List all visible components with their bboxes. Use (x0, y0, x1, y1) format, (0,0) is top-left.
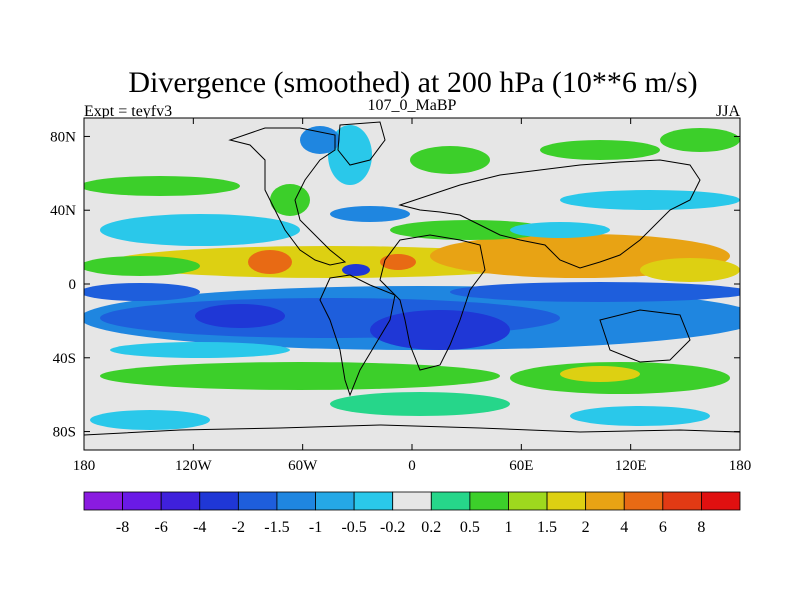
colorbar-label: 1 (504, 519, 512, 536)
experiment-name: 107_0_MaBP (368, 97, 457, 114)
field-blob (84, 283, 200, 301)
field-blob (410, 146, 490, 174)
x-tick-label: 180 (729, 458, 752, 474)
chart-title: Divergence (smoothed) at 200 hPa (10**6 … (128, 66, 697, 99)
colorbar-label: 0.2 (421, 519, 441, 536)
field-blob (560, 366, 640, 382)
colorbar-label: -2 (232, 519, 245, 536)
field-blob (90, 410, 210, 430)
field-blob (110, 342, 290, 358)
antarctica-outline (84, 424, 740, 436)
x-tick-label: 60E (509, 458, 533, 474)
colorbar-swatch (662, 491, 702, 511)
south-america-outline (319, 274, 396, 397)
colorbar-swatch (315, 491, 355, 511)
field-blob (560, 190, 740, 210)
field-blob (570, 406, 710, 426)
y-axis: 80N 40N 0 40S 80S (50, 129, 740, 441)
field-blob (380, 254, 416, 270)
field-blob (248, 250, 292, 274)
field-blob (84, 256, 200, 276)
colorbar-swatch (353, 491, 394, 511)
y-tick-label: 40S (53, 351, 76, 367)
field-blob (342, 264, 370, 276)
colorbar-swatch (701, 491, 741, 511)
colorbar-swatch (83, 491, 123, 511)
colorbar-label: -4 (193, 519, 206, 536)
colorbar-swatch (199, 491, 239, 511)
field-blob (540, 140, 660, 160)
colorbar-label: -8 (116, 519, 129, 536)
colorbar-label: 1.5 (537, 519, 557, 536)
colorbar-swatch (508, 491, 548, 511)
colorbar-swatch (160, 491, 201, 511)
greenland-outline (337, 121, 386, 166)
map-panel (84, 118, 740, 450)
y-tick-label: 40N (50, 203, 76, 219)
colorbar-swatch (585, 491, 625, 511)
field-blob (100, 362, 500, 390)
x-tick-label: 120W (175, 458, 213, 474)
field-blob (450, 282, 740, 302)
field-blob (270, 184, 310, 216)
field-blob (510, 222, 610, 238)
field-blob (84, 176, 240, 196)
colorbar-swatch (122, 491, 162, 511)
colorbar-label: -6 (155, 519, 168, 536)
field-blob (195, 304, 285, 328)
colorbar-swatch (623, 491, 664, 511)
field-blob (330, 206, 410, 222)
colorbar-swatch (430, 491, 471, 511)
expt-label: Expt = teyfv3 (84, 103, 172, 120)
x-tick-label: 180 (73, 458, 96, 474)
eurasia-outline (398, 159, 701, 269)
colorbar-label: 0.5 (460, 519, 480, 536)
field-blob (660, 128, 740, 152)
colorbar-label: 4 (620, 519, 628, 536)
x-tick-label: 0 (408, 458, 416, 474)
x-axis: 180 120W 60W 0 60E 120E 180 (73, 118, 752, 474)
season-label: JJA (716, 103, 740, 120)
colorbar-label: 6 (659, 519, 667, 536)
colorbar-label: 2 (582, 519, 590, 536)
divergence-field (84, 125, 740, 430)
y-tick-label: 80N (50, 129, 76, 145)
colorbar-swatch (546, 491, 587, 511)
colorbar-label: -0.2 (380, 519, 405, 536)
colorbar-label: -0.5 (341, 519, 366, 536)
colorbar-label: -1.5 (264, 519, 289, 536)
field-blob (640, 258, 740, 282)
field-blob (300, 126, 340, 154)
colorbar-label: -1 (309, 519, 322, 536)
field-blob (330, 392, 510, 416)
continent-outlines (84, 121, 740, 436)
colorbar-swatch (276, 491, 316, 511)
colorbar-swatch (237, 491, 278, 511)
north-america-outline (228, 127, 347, 266)
colorbar-swatch (469, 491, 509, 511)
colorbar: -8 -6 -4 -2 -1.5 -1 -0.5 -0.2 0.2 0.5 1 1.5 2 4 6 8 (83, 491, 741, 536)
australia-outline (599, 309, 691, 363)
colorbar-swatch (392, 491, 432, 511)
y-tick-label: 0 (69, 277, 77, 293)
field-blob (100, 214, 300, 246)
africa-outline (379, 234, 486, 371)
y-tick-label: 80S (53, 425, 76, 441)
x-tick-label: 120E (615, 458, 647, 474)
x-tick-label: 60W (288, 458, 318, 474)
colorbar-label: 8 (697, 519, 705, 536)
